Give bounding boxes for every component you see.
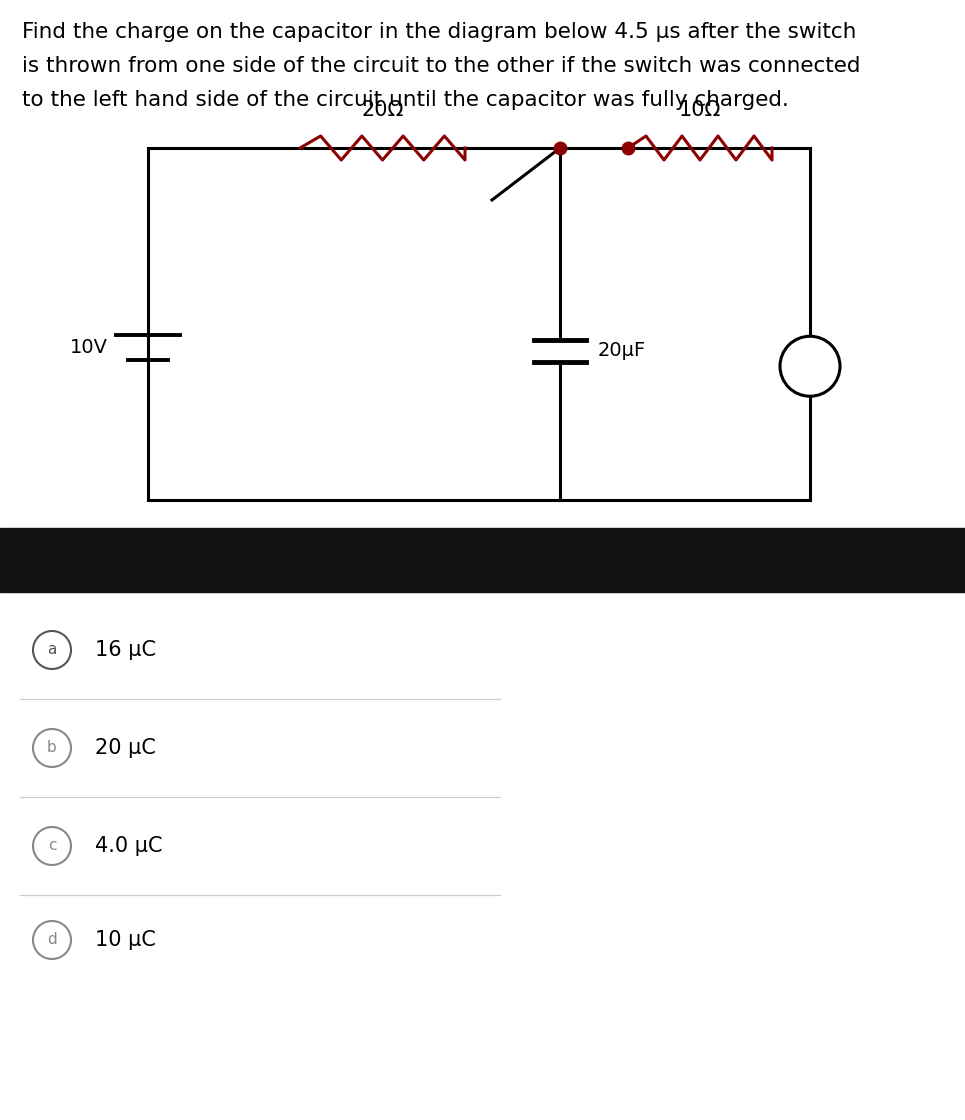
Bar bbox=[0, 528, 965, 592]
Text: A: A bbox=[801, 354, 819, 379]
Text: to the left hand side of the circuit until the capacitor was fully charged.: to the left hand side of the circuit unt… bbox=[22, 90, 788, 110]
Text: is thrown from one side of the circuit to the other if the switch was connected: is thrown from one side of the circuit t… bbox=[22, 56, 861, 76]
Text: 4.0 μC: 4.0 μC bbox=[95, 836, 162, 856]
Text: Find the charge on the capacitor in the diagram below 4.5 μs after the switch: Find the charge on the capacitor in the … bbox=[22, 22, 856, 41]
Text: a: a bbox=[47, 643, 57, 657]
Text: 20μF: 20μF bbox=[598, 342, 647, 361]
Text: c: c bbox=[47, 839, 56, 853]
Text: 10 μC: 10 μC bbox=[95, 930, 156, 950]
Text: 16 μC: 16 μC bbox=[95, 640, 156, 660]
Text: 20Ω: 20Ω bbox=[361, 100, 403, 120]
Text: d: d bbox=[47, 933, 57, 948]
Circle shape bbox=[780, 336, 840, 396]
Text: 20 μC: 20 μC bbox=[95, 738, 156, 758]
Text: b: b bbox=[47, 740, 57, 756]
Text: 10Ω: 10Ω bbox=[678, 100, 721, 120]
Text: 10V: 10V bbox=[70, 338, 108, 357]
